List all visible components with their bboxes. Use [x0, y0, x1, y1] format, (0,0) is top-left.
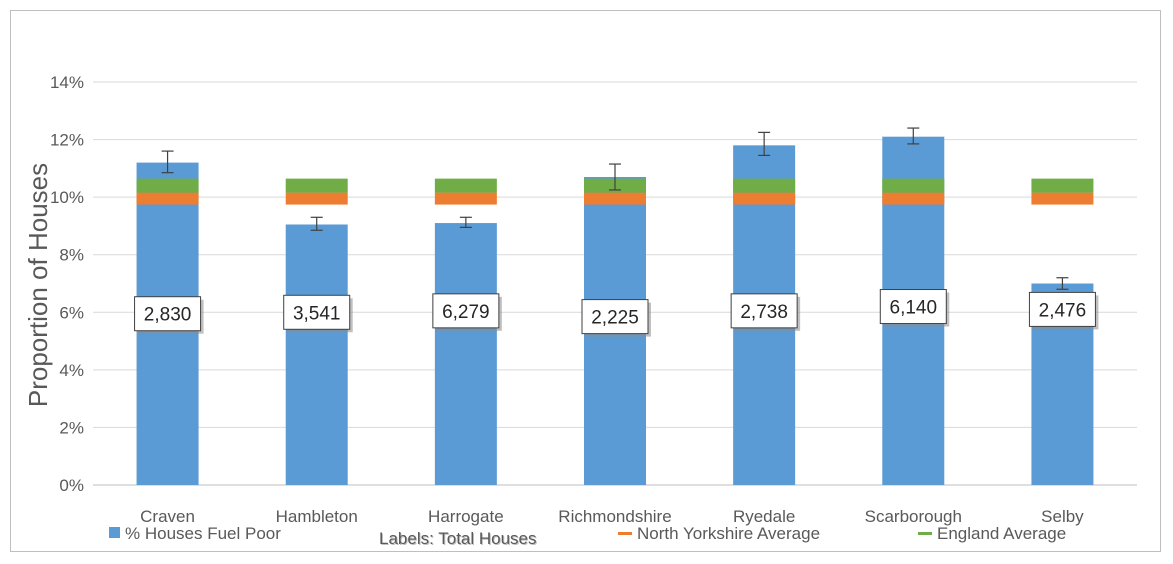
avg-marker-north-yorkshire — [1031, 192, 1094, 205]
avg-marker-england — [882, 178, 945, 193]
avg-marker-england — [733, 178, 796, 193]
data-label-box — [283, 294, 351, 330]
legend-swatch-north-yorkshire — [618, 532, 632, 535]
avg-marker-england — [1031, 178, 1094, 193]
legend-label-fuel-poor: % Houses Fuel Poor — [125, 524, 281, 543]
data-label: 6,140 — [890, 298, 938, 319]
y-tick-label: 14% — [50, 73, 84, 92]
legend-swatch-fuel-poor — [109, 527, 120, 538]
bar-fuel-poor — [285, 224, 348, 485]
legend-note: Labels: Total Houses — [379, 529, 537, 548]
data-label: 2,225 — [591, 308, 639, 329]
x-tick-label: Richmondshire — [558, 507, 671, 526]
data-label: 6,279 — [442, 302, 490, 323]
avg-marker-north-yorkshire — [733, 192, 796, 205]
y-tick-label: 8% — [59, 246, 84, 265]
avg-marker-england — [285, 178, 348, 193]
x-tick-label: Harrogate — [428, 507, 504, 526]
x-tick-label: Scarborough — [865, 507, 962, 526]
legend-swatch-england — [918, 532, 932, 535]
data-label: 2,476 — [1039, 300, 1087, 321]
avg-marker-north-yorkshire — [285, 192, 348, 205]
data-label-box — [432, 293, 500, 329]
legend-label-north-yorkshire: North Yorkshire Average — [637, 524, 820, 543]
avg-marker-north-yorkshire — [434, 192, 497, 205]
avg-marker-england — [136, 178, 199, 193]
data-label: 2,738 — [740, 302, 788, 323]
y-tick-label: 2% — [59, 418, 84, 437]
y-tick-label: 10% — [50, 188, 84, 207]
y-tick-label: 12% — [50, 131, 84, 150]
avg-marker-england — [434, 178, 497, 193]
y-tick-label: 6% — [59, 303, 84, 322]
data-label-box — [134, 296, 202, 332]
x-tick-label: Hambleton — [276, 507, 358, 526]
x-tick-label: Ryedale — [733, 507, 795, 526]
x-tick-label: Craven — [140, 507, 195, 526]
data-label-box — [1028, 291, 1096, 327]
x-tick-label: Selby — [1041, 507, 1084, 526]
data-label: 3,541 — [293, 303, 341, 324]
y-tick-label: 0% — [59, 476, 84, 495]
legend-note-shadow: Labels: Total Houses — [380, 530, 538, 549]
avg-marker-north-yorkshire — [136, 192, 199, 205]
legend-label-england: England Average — [937, 524, 1066, 543]
data-label: 2,830 — [144, 305, 192, 326]
data-label-box — [581, 299, 649, 335]
data-label-box — [730, 293, 798, 329]
bar-fuel-poor — [434, 223, 497, 486]
data-label-box — [879, 289, 947, 325]
avg-marker-north-yorkshire — [882, 192, 945, 205]
y-tick-label: 4% — [59, 361, 84, 380]
y-axis-title: Proportion of Houses — [23, 163, 53, 407]
avg-marker-north-yorkshire — [584, 192, 646, 205]
